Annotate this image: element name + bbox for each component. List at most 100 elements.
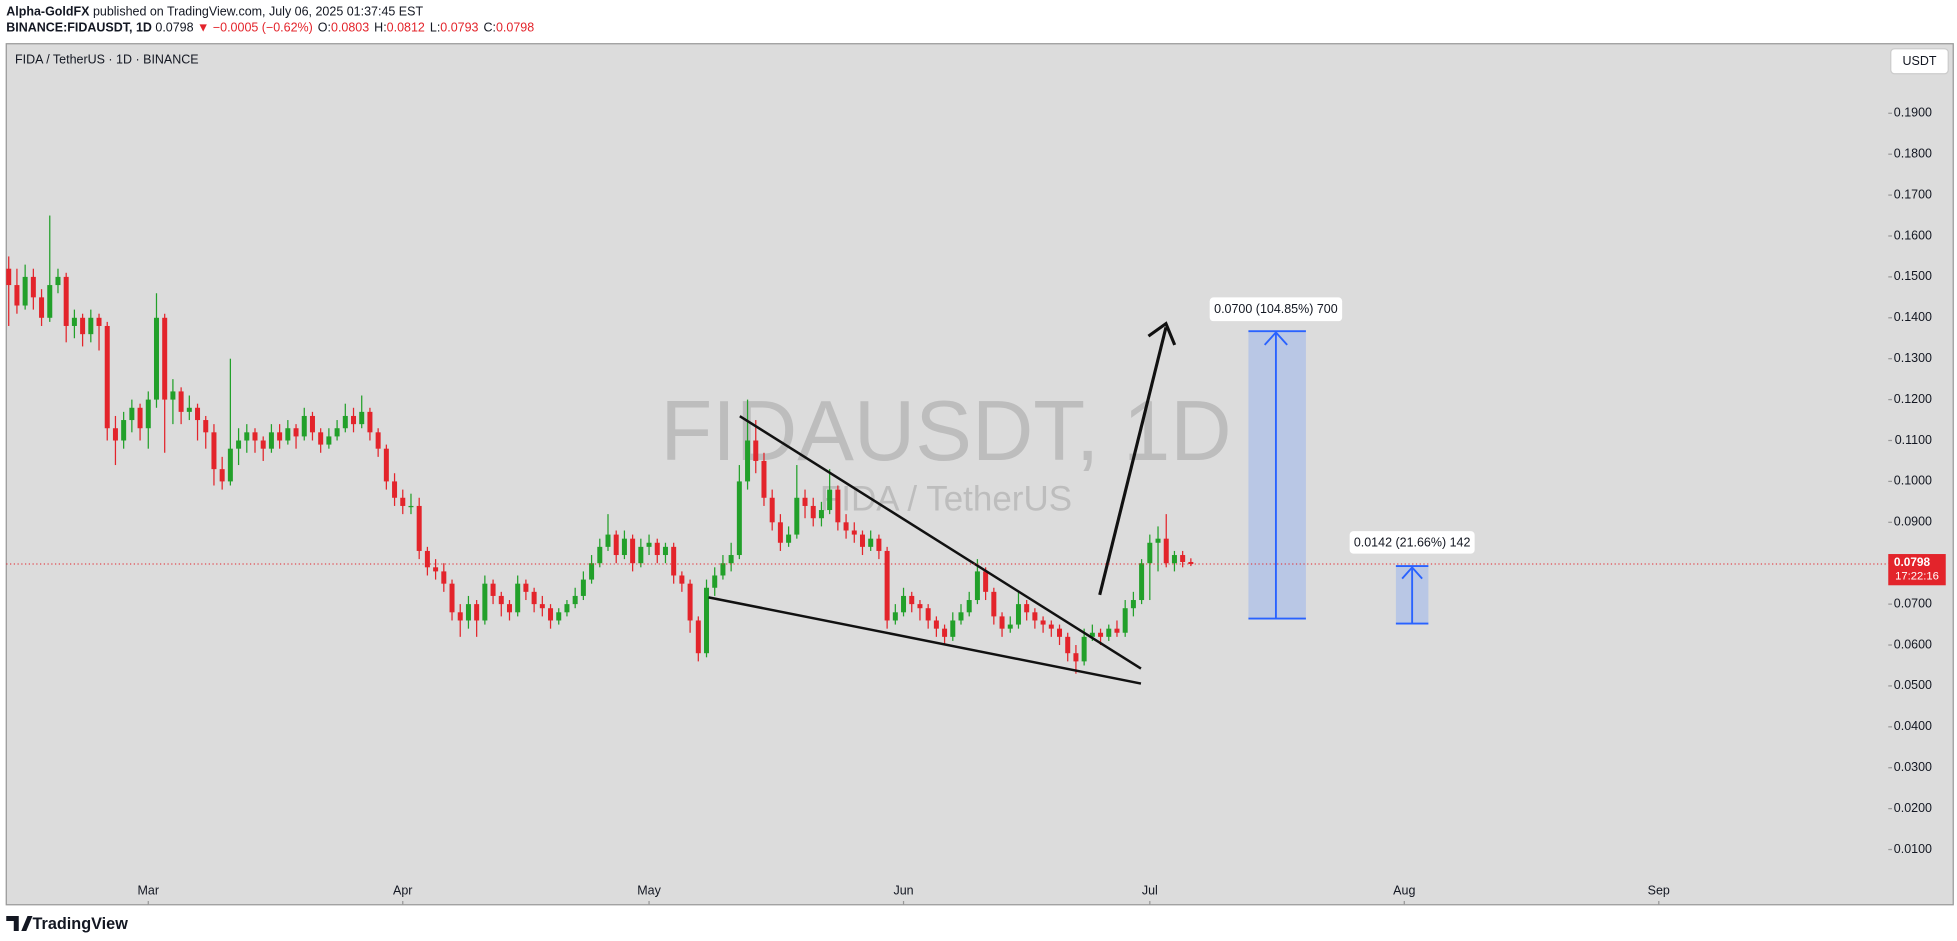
change: ▼ −0.0005 (−0.62%) [197,21,313,35]
x-tick-label: May [637,883,661,897]
y-tick-label: 0.1500 [1894,269,1932,283]
y-tick-label: 0.0400 [1894,719,1932,733]
countdown: 17:22:16 [1895,570,1939,582]
y-tick-label: 0.1900 [1894,106,1932,120]
plot [6,215,1194,674]
candle-body [293,428,299,437]
candle-body [1130,600,1136,609]
measure-box [1248,331,1306,619]
candle-body [1180,555,1186,562]
y-tick-label: 0.1600 [1894,228,1932,242]
candle-body [1032,612,1038,621]
candle-body [958,612,964,621]
y-tick-label: 0.1700 [1894,187,1932,201]
ohlc-key: H: [374,21,387,35]
ohlc-value: 0.0812 [387,21,425,35]
chart-title: FIDA / TetherUS · 1D · BINANCE [15,52,199,66]
candle-body [359,411,365,425]
candle-body [498,595,504,605]
candle-body [851,530,857,535]
candle-body [55,276,61,286]
candle-body [1081,636,1087,662]
x-tick-label: Aug [1393,883,1415,897]
candle-body [761,460,767,498]
candle-body [859,534,865,547]
target-arrow [1098,327,1168,596]
candle-body [539,604,545,609]
candle-body [1163,538,1169,564]
candle-body [375,432,381,449]
logo: TradingView [6,915,128,933]
y-tick-label: 0.1300 [1894,351,1932,365]
x-tick-label: Apr [393,883,412,897]
header-line-2: BINANCE:FIDAUSDT, 1D 0.0798 ▼ −0.0005 (−… [6,21,534,35]
currency: USDT [1903,54,1937,68]
candle-body [1089,632,1095,637]
candle-body [252,432,258,441]
candle-body [572,595,578,605]
last-price-label: 0.0798 [1894,555,1931,569]
candle-body [950,620,956,637]
candle-body [933,620,939,629]
candle-body [1188,561,1194,565]
ohlc-value: 0.0793 [440,21,478,35]
candle-body [1122,608,1128,633]
candle-body [671,546,677,576]
candle-body [129,407,135,421]
candle-body [260,440,266,449]
measure-label-box [1209,297,1343,322]
candle-body [367,411,373,433]
drawings: 0.0700 (104.85%) 700 0.0142 (21.66%) 142 [708,297,1475,685]
candle-body [383,448,389,482]
candle-body [449,583,455,613]
candle-body [153,317,159,400]
logo-icon [6,916,33,932]
candle-body [490,583,496,596]
candle-body [843,522,849,531]
x-tick-label: Mar [138,883,160,897]
x-tick-label: Sep [1648,883,1670,897]
candle-body [1015,604,1021,625]
candle-body [63,276,69,326]
candle-body [901,595,907,613]
candle-body [227,448,233,482]
candle-body [104,325,110,429]
y-tick-label: 0.1200 [1894,392,1932,406]
candle-body [892,612,898,621]
candle-body [482,583,488,621]
candle-body [474,604,480,621]
candle-body [531,591,537,605]
candle-body [695,620,701,654]
candle-body [974,571,980,601]
candle-body [769,497,775,523]
candle-body [966,600,972,613]
candle-body [687,583,693,621]
candle-body [80,317,86,335]
candle-body [605,534,611,547]
candle-body [745,440,751,482]
y-tick-label: 0.1400 [1894,310,1932,324]
candle-body [1007,624,1013,629]
candle-body [392,481,398,498]
y-tick-label: 0.0200 [1894,801,1932,815]
wedge-lower-line [708,596,1142,685]
candle-body [753,440,759,461]
candle-body [112,428,118,441]
candle-body [1073,653,1079,662]
candle-body [630,538,636,564]
candle-body [556,612,562,621]
candle-body [523,583,529,592]
candle-body [408,505,414,508]
candle-body [433,567,439,572]
currency-button[interactable] [1890,48,1949,75]
candle-body [1171,555,1177,564]
candle-body [564,604,570,613]
candle-body [1098,632,1104,637]
publisher: Alpha-GoldFX [6,5,90,19]
y-tick-label: 0.0300 [1894,760,1932,774]
candle-body [1106,628,1112,637]
measure-label: 0.0700 (104.85%) 700 [1214,302,1338,316]
candle-body [96,317,102,326]
candle-body [441,571,447,584]
y-tick-label: 0.0500 [1894,678,1932,692]
